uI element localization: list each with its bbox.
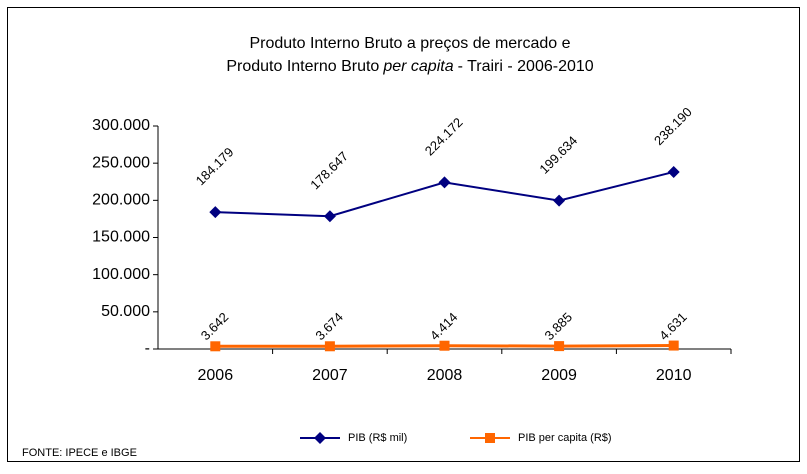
title-part: - Trairi - 2006-2010 — [458, 58, 594, 75]
point — [438, 176, 451, 189]
y-tick-label: 100.000 — [92, 266, 150, 283]
x-tick-label: 2009 — [541, 367, 577, 384]
legend-marker — [485, 433, 495, 443]
point — [667, 165, 680, 178]
x-tick-label: 2007 — [312, 367, 348, 384]
title-part: per capita — [382, 58, 453, 75]
y-tick-label: 300.000 — [92, 117, 150, 134]
point — [209, 206, 222, 219]
y-tick-label: - — [145, 340, 150, 357]
x-tick-label: 2008 — [427, 367, 463, 384]
chart-title: Produto Interno Bruto per capita - Trairi … — [226, 58, 593, 75]
legend-label: PIB per capita (R$) — [518, 432, 612, 444]
chart-border — [7, 7, 800, 462]
legend-label: PIB (R$ mil) — [348, 432, 407, 444]
point — [210, 341, 221, 352]
point — [439, 340, 450, 351]
source-note: FONTE: IPECE e IBGE — [22, 447, 137, 459]
point — [324, 341, 335, 352]
point — [554, 341, 565, 352]
chart-title: Produto Interno Bruto a preços de mercad… — [249, 35, 570, 52]
x-tick-label: 2006 — [198, 367, 234, 384]
point — [668, 340, 679, 351]
x-tick-label: 2010 — [656, 367, 692, 384]
y-tick-label: 50.000 — [101, 303, 150, 320]
point — [553, 194, 566, 207]
legend-marker — [314, 432, 326, 444]
title-part: Produto Interno Bruto — [226, 58, 379, 75]
y-tick-label: 250.000 — [92, 154, 150, 171]
y-tick-label: 150.000 — [92, 229, 150, 246]
point — [323, 210, 336, 223]
y-tick-label: 200.000 — [92, 192, 150, 209]
